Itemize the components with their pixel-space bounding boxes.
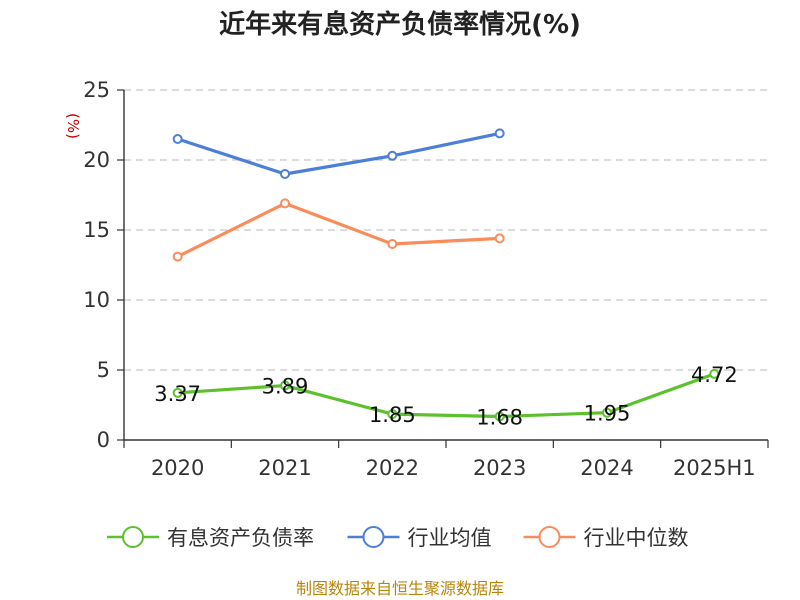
x-tick-label: 2024 bbox=[580, 456, 633, 480]
source-note: 制图数据来自恒生聚源数据库 bbox=[296, 579, 504, 598]
data-label: 3.37 bbox=[154, 382, 201, 406]
y-tick-label: 25 bbox=[83, 78, 110, 102]
x-tick-label: 2021 bbox=[258, 456, 311, 480]
y-tick-label: 5 bbox=[97, 358, 110, 382]
data-point bbox=[280, 198, 290, 209]
data-label: 1.68 bbox=[476, 405, 523, 429]
legend-item-2[interactable]: 行业中位数 bbox=[523, 526, 689, 550]
data-labels: 3.37 3.89 1.85 1.68 1.95 4.72 bbox=[154, 363, 737, 430]
data-point bbox=[280, 380, 290, 391]
data-point bbox=[602, 407, 612, 418]
legend-marker bbox=[538, 526, 561, 548]
data-label: 3.89 bbox=[262, 375, 309, 399]
data-point bbox=[280, 169, 290, 179]
x-tick-label: 2023 bbox=[473, 456, 526, 480]
data-point bbox=[709, 368, 720, 379]
series-line-2 bbox=[176, 201, 500, 259]
axes bbox=[117, 89, 769, 448]
legend-marker bbox=[122, 526, 144, 548]
legend-label: 行业均值 bbox=[408, 526, 492, 550]
data-point bbox=[494, 233, 505, 244]
series-line-1 bbox=[177, 131, 500, 176]
series-line-0 bbox=[177, 372, 715, 419]
series-lines bbox=[172, 128, 720, 422]
y-tick-label: 0 bbox=[97, 428, 110, 452]
x-tick-label: 2025H1 bbox=[673, 456, 756, 480]
legend-label: 有息资产负债率 bbox=[167, 526, 314, 550]
y-axis-unit: (%) bbox=[64, 113, 82, 139]
legend-item-1[interactable]: 行业均值 bbox=[347, 526, 492, 550]
data-point bbox=[494, 411, 505, 422]
data-point bbox=[387, 239, 398, 249]
legend-marker bbox=[362, 526, 385, 548]
x-tick-label: 2020 bbox=[151, 456, 204, 480]
legend-label: 行业中位数 bbox=[584, 526, 689, 550]
data-label: 1.85 bbox=[369, 403, 416, 427]
data-point bbox=[387, 150, 398, 161]
data-point bbox=[172, 134, 183, 144]
data-label: 1.95 bbox=[584, 402, 631, 426]
y-tick-label: 15 bbox=[83, 218, 110, 242]
y-tick-label: 10 bbox=[83, 288, 110, 312]
data-label: 4.72 bbox=[691, 363, 738, 387]
data-point bbox=[172, 387, 183, 398]
x-tick-label: 2022 bbox=[366, 456, 419, 480]
grid-lines bbox=[124, 89, 768, 371]
data-point bbox=[172, 251, 183, 262]
chart-title: 近年来有息资产负债率情况(%) bbox=[219, 9, 581, 40]
y-tick-label: 20 bbox=[83, 148, 110, 172]
legend-item-0[interactable]: 有息资产负债率 bbox=[107, 526, 314, 550]
data-point bbox=[494, 128, 505, 139]
data-point bbox=[387, 409, 398, 420]
legend[interactable]: 有息资产负债率 行业均值 行业中位数 bbox=[107, 526, 689, 550]
tick-labels: 0 5 10 15 20 25 2020 2021 2022 2023 2024 2025H1 bbox=[83, 78, 755, 480]
